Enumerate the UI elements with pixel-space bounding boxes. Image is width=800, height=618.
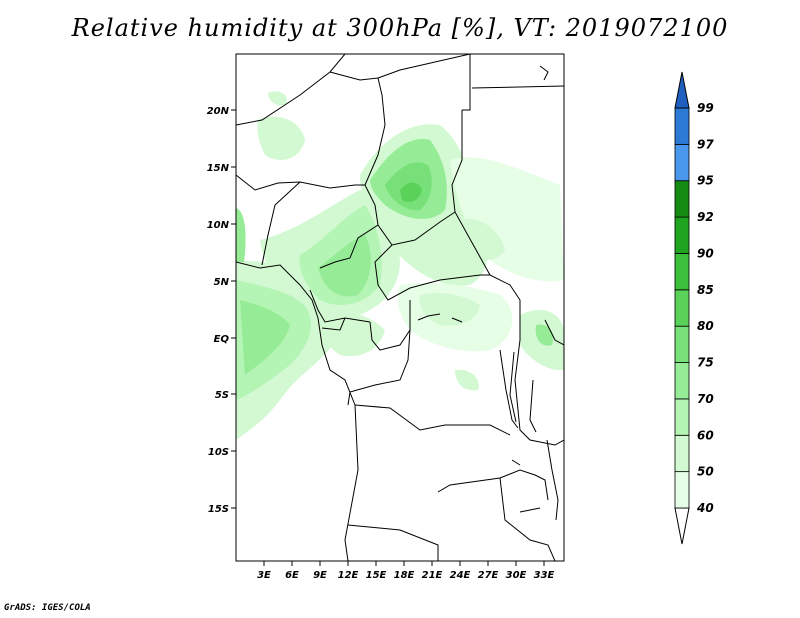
colorbar-segment xyxy=(675,472,689,508)
colorbar-segment xyxy=(675,363,689,399)
humidity-shading xyxy=(236,91,564,440)
colorbar-lower-arrow xyxy=(675,508,689,544)
lon-label: 12E xyxy=(338,570,359,581)
lon-label: 30E xyxy=(506,570,527,581)
colorbar-label: 40 xyxy=(696,501,714,515)
colorbar-label: 70 xyxy=(697,392,714,406)
lat-label: 10S xyxy=(208,447,229,458)
lon-label: 9E xyxy=(313,570,327,581)
colorbar-label: 80 xyxy=(697,319,714,333)
lon-label: 27E xyxy=(478,570,499,581)
lon-label: 18E xyxy=(394,570,415,581)
colorbar-segment xyxy=(675,217,689,253)
colorbar-segment xyxy=(675,399,689,435)
colorbar-segment xyxy=(675,253,689,289)
lat-label: 15N xyxy=(207,163,230,174)
lat-label: EQ xyxy=(214,334,230,345)
lon-label: 15E xyxy=(366,570,387,581)
humidity-map: 20N 15N 10N 5N EQ 5S 10S 15S 3E 6E 9E 12… xyxy=(0,0,800,618)
lon-label: 6E xyxy=(285,570,299,581)
colorbar-segment xyxy=(675,435,689,471)
colorbar-segment xyxy=(675,290,689,326)
colorbar-segment xyxy=(675,326,689,362)
grads-credit: GrADS: IGES/COLA xyxy=(4,603,91,613)
colorbar: 40 50 60 70 75 80 85 90 92 95 97 99 xyxy=(675,72,714,544)
latitude-axis: 20N 15N 10N 5N EQ 5S 10S 15S xyxy=(207,106,236,515)
lon-label: 3E xyxy=(257,570,271,581)
lat-label: 5S xyxy=(215,390,229,401)
colorbar-segment xyxy=(675,108,689,144)
lon-label: 21E xyxy=(422,570,443,581)
colorbar-upper-arrow xyxy=(675,72,689,108)
colorbar-label: 60 xyxy=(697,428,714,442)
colorbar-segment xyxy=(675,144,689,180)
colorbar-label: 92 xyxy=(697,210,714,224)
colorbar-label: 97 xyxy=(697,137,714,151)
lat-label: 15S xyxy=(208,504,229,515)
lon-label: 33E xyxy=(534,570,555,581)
lat-label: 10N xyxy=(207,220,230,231)
longitude-axis: 3E 6E 9E 12E 15E 18E 21E 24E 27E 30E 33E xyxy=(257,561,554,581)
colorbar-label: 75 xyxy=(697,356,714,370)
colorbar-label: 50 xyxy=(697,465,714,479)
colorbar-label: 85 xyxy=(697,283,714,297)
colorbar-label: 99 xyxy=(697,101,714,115)
lat-label: 20N xyxy=(207,106,230,117)
colorbar-segment xyxy=(675,181,689,217)
lon-label: 24E xyxy=(450,570,471,581)
colorbar-label: 95 xyxy=(697,174,714,188)
lat-label: 5N xyxy=(214,277,230,288)
colorbar-label: 90 xyxy=(697,246,714,260)
